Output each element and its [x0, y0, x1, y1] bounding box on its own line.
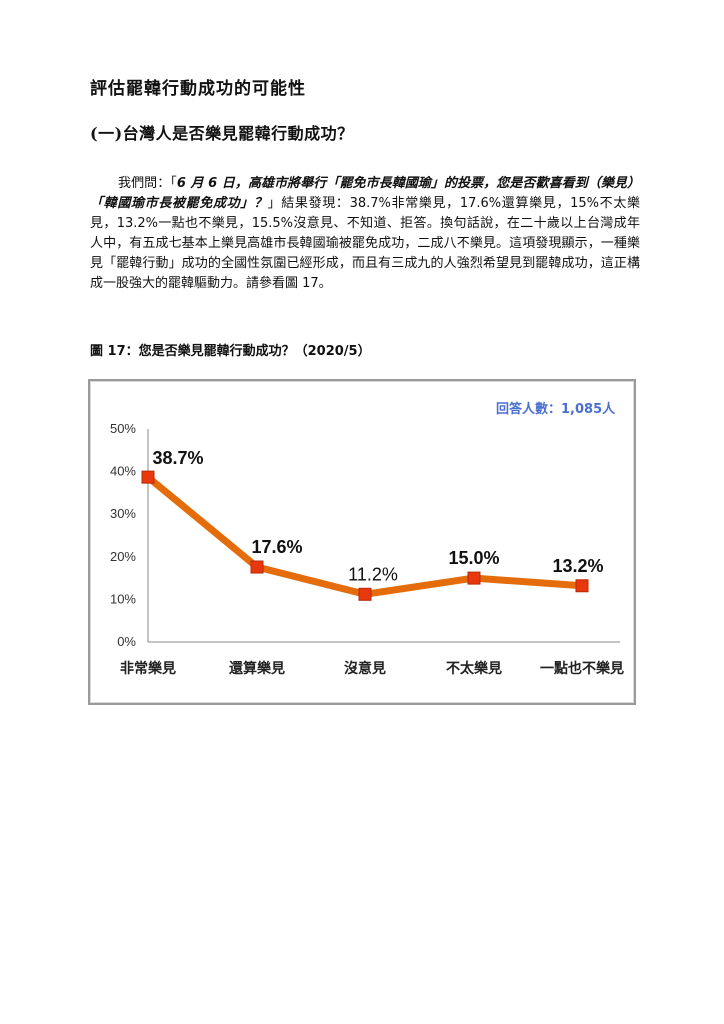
figure-caption: 圖 17：您是否樂見罷韓行動成功？（2020/5） — [90, 344, 371, 359]
data-label: 11.2% — [348, 564, 398, 584]
x-category-label: 一點也不樂見 — [540, 660, 624, 677]
data-point-marker — [250, 560, 264, 574]
y-tick-label: 10% — [110, 591, 136, 606]
y-tick-label: 20% — [110, 549, 136, 564]
data-point-marker — [141, 470, 155, 484]
y-tick-label: 0% — [117, 634, 136, 649]
x-category-label: 沒意見 — [344, 660, 386, 677]
survey-question: 6 月 6 日，高雄市將舉行「罷免市長韓國瑜」的投票，您是否歡喜看到（樂見）「韓… — [90, 176, 640, 211]
paragraph-intro: 我們問：「 — [118, 176, 177, 191]
data-point-marker — [575, 579, 589, 593]
section-heading: 評估罷韓行動成功的可能性 — [90, 79, 306, 99]
data-label: 17.6% — [251, 537, 302, 557]
body-paragraph: 我們問：「6 月 6 日，高雄市將舉行「罷免市長韓國瑜」的投票，您是否歡喜看到（… — [90, 174, 640, 294]
data-label: 38.7% — [152, 448, 203, 468]
data-label: 13.2% — [552, 556, 603, 576]
x-category-label: 不太樂見 — [446, 660, 502, 677]
chart-frame — [88, 379, 636, 705]
y-tick-label: 50% — [110, 421, 136, 436]
data-point-marker — [467, 571, 481, 585]
x-category-label: 還算樂見 — [229, 660, 285, 677]
y-tick-label: 40% — [110, 464, 136, 479]
x-category-label: 非常樂見 — [120, 660, 176, 677]
data-point-marker — [358, 587, 372, 601]
data-label: 15.0% — [448, 548, 499, 568]
paragraph-body: 」結果發現：38.7%非常樂見，17.6%還算樂見，15%不太樂見，13.2%一… — [90, 196, 640, 291]
respondent-count: 回答人數：1,085人 — [496, 402, 616, 417]
subsection-heading: (一)台灣人是否樂見罷韓行動成功？ — [90, 124, 354, 143]
y-tick-label: 30% — [110, 506, 136, 521]
